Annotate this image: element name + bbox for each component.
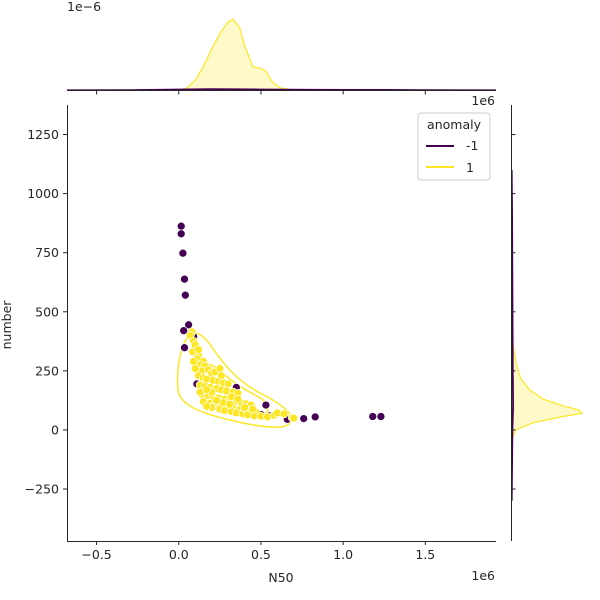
normal-point bbox=[279, 409, 289, 419]
normal-point bbox=[212, 396, 221, 405]
y-tick-label: 0 bbox=[51, 422, 59, 437]
normal-point bbox=[217, 371, 226, 380]
x-axis-offset-label: 1e6 bbox=[471, 568, 495, 583]
y-tick-label: 1000 bbox=[27, 186, 59, 201]
normal-point bbox=[233, 394, 243, 404]
anomaly-point bbox=[178, 248, 188, 258]
x-axis-ticks: −0.5 0.0 0.5 1.0 1.5 bbox=[81, 541, 435, 562]
normal-point bbox=[194, 345, 203, 354]
y-axis-ticks: −250 0 250 500 750 1000 1250 bbox=[25, 127, 67, 497]
legend-label-pos1: 1 bbox=[466, 160, 474, 175]
x-tick-label: 1.5 bbox=[415, 547, 435, 562]
normal-point bbox=[215, 364, 225, 373]
anomaly-point bbox=[176, 221, 186, 231]
right-marginal-kde bbox=[511, 169, 584, 501]
top-marginal-kde bbox=[66, 18, 497, 91]
normal-point bbox=[189, 357, 198, 366]
y-tick-label: 500 bbox=[35, 304, 59, 319]
anomaly-point bbox=[368, 412, 378, 421]
y-tick-label: 750 bbox=[35, 245, 59, 260]
legend-title: anomaly bbox=[427, 117, 482, 132]
y-axis-label: number bbox=[0, 300, 14, 350]
anomaly-point bbox=[180, 290, 190, 300]
main-plot: −0.5 0.0 0.5 1.0 1.5 −250025050075010001250 … bbox=[0, 93, 496, 585]
right-marginal-ticks bbox=[511, 134, 516, 490]
anomaly-point bbox=[310, 412, 320, 422]
scatter-points bbox=[176, 221, 386, 424]
density-contour-outer bbox=[176, 332, 293, 428]
anomaly-point bbox=[184, 320, 193, 330]
y-tick-label: 250 bbox=[35, 363, 59, 378]
right-marginal-plot bbox=[511, 105, 584, 541]
top-kde-normal bbox=[178, 18, 294, 91]
legend: anomaly -1 1 bbox=[417, 112, 491, 181]
legend-label-neg1: -1 bbox=[466, 138, 478, 153]
x-tick-label: 0.0 bbox=[169, 547, 189, 562]
right-kde-normal bbox=[511, 330, 584, 440]
top-marginal-ticks bbox=[96, 90, 426, 95]
x-tick-label: 1.0 bbox=[333, 547, 353, 562]
anomaly-point bbox=[376, 412, 386, 421]
normal-point bbox=[190, 364, 200, 373]
normal-point bbox=[240, 403, 249, 412]
anomaly-point bbox=[261, 400, 271, 410]
normal-point bbox=[202, 401, 212, 411]
anomaly-point bbox=[180, 343, 189, 353]
x-tick-label: 0.5 bbox=[251, 547, 271, 562]
top-marginal-offset-label: 1e−6 bbox=[67, 0, 101, 14]
top-kde-anomaly bbox=[66, 88, 497, 91]
anomaly-point bbox=[176, 229, 186, 239]
normal-point bbox=[202, 385, 212, 395]
x-tick-label: −0.5 bbox=[81, 547, 111, 562]
anomaly-point bbox=[299, 414, 309, 423]
normal-point bbox=[289, 413, 299, 423]
y-axis-offset-label: 1e6 bbox=[471, 93, 495, 108]
normal-point bbox=[225, 400, 235, 409]
right-kde-anomaly bbox=[511, 169, 515, 501]
top-marginal-plot: 1e−6 bbox=[66, 0, 497, 95]
anomaly-point bbox=[180, 274, 189, 284]
y-tick-label: −250 bbox=[25, 482, 59, 497]
normal-point bbox=[248, 404, 258, 414]
anomaly-point bbox=[179, 326, 189, 336]
y-tick-label: 1250 bbox=[27, 127, 59, 142]
x-axis-label: N50 bbox=[268, 570, 293, 585]
